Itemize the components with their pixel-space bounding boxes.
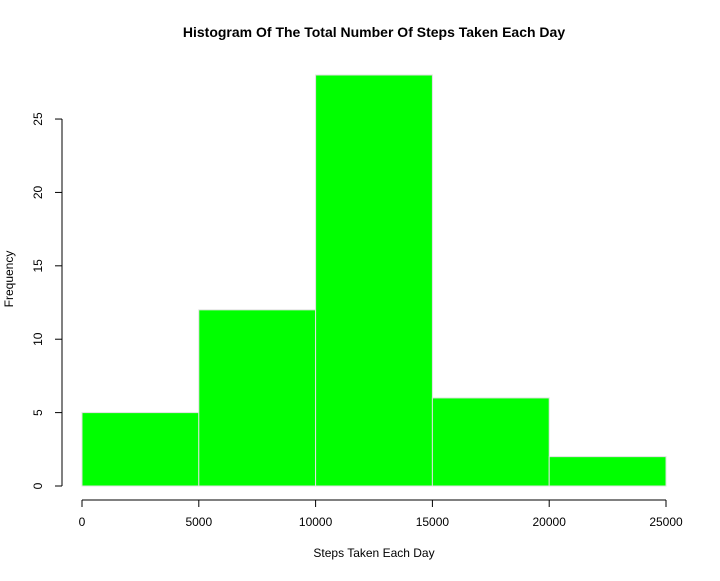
y-tick-label-4: 20 <box>31 185 45 199</box>
histogram-bar-0 <box>81 412 200 487</box>
x-tick-label-4: 20000 <box>533 515 567 529</box>
x-tick-label-1: 5000 <box>185 515 212 529</box>
bars-layer <box>81 74 667 487</box>
histogram-bar-4 <box>548 456 667 487</box>
x-axis-label: Steps Taken Each Day <box>313 546 434 560</box>
y-axis-label: Frequency <box>2 251 16 308</box>
x-tick-label-0: 0 <box>79 515 86 529</box>
y-tick-label-0: 0 <box>31 482 45 489</box>
y-tick-label-3: 15 <box>31 259 45 273</box>
y-tick-label-1: 5 <box>31 409 45 416</box>
y-axis: 0 5 10 15 20 25 <box>31 112 63 489</box>
y-tick-label-5: 25 <box>31 112 45 126</box>
x-tick-label-5: 25000 <box>649 515 683 529</box>
histogram-bar-1 <box>198 309 317 487</box>
chart-title: Histogram Of The Total Number Of Steps T… <box>183 24 565 40</box>
x-tick-label-3: 15000 <box>416 515 450 529</box>
histogram-bar-2 <box>315 74 433 487</box>
x-tick-label-2: 10000 <box>299 515 333 529</box>
y-tick-label-2: 10 <box>31 332 45 346</box>
histogram-bar-3 <box>431 397 550 487</box>
x-axis: 0 5000 10000 15000 20000 25000 <box>79 499 683 529</box>
